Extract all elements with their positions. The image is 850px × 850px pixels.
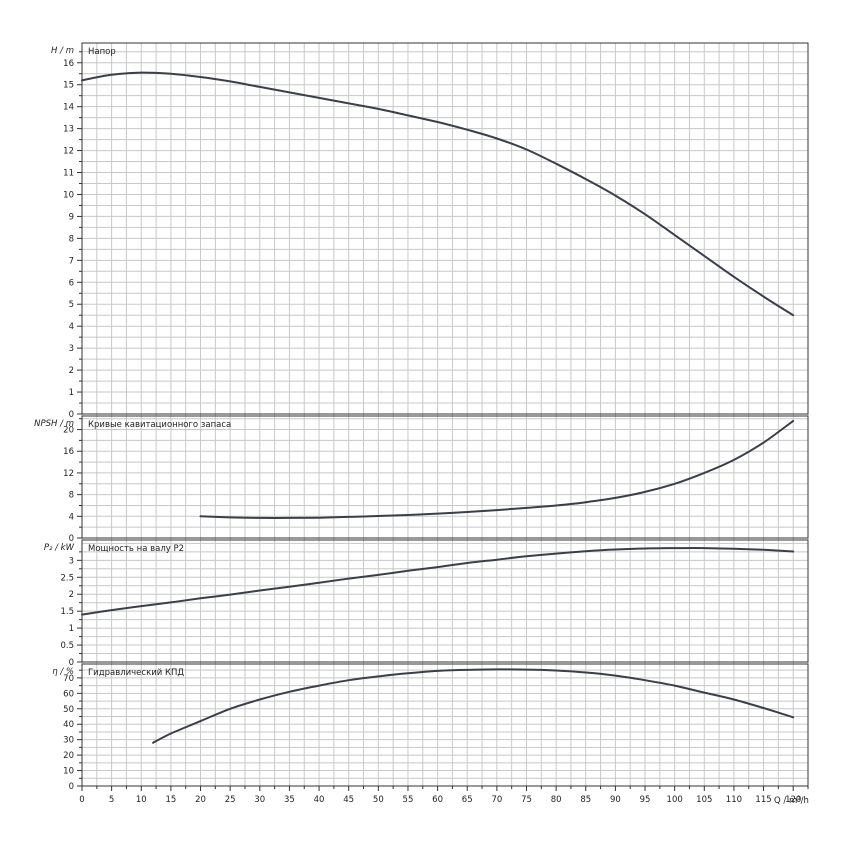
x-tick-label: 115 <box>755 795 771 805</box>
curve-power <box>81 547 795 616</box>
y-tick-label-head: 15 <box>63 81 74 91</box>
y-tick-label-efficiency: 20 <box>63 751 74 761</box>
x-tick-label: 90 <box>610 795 621 805</box>
curve-head <box>81 71 795 317</box>
curve-efficiency <box>152 668 795 744</box>
x-tick-label: 30 <box>254 795 265 805</box>
y-tick-label-head: 6 <box>69 278 74 288</box>
curves <box>81 71 795 744</box>
panel-title-efficiency: Гидравлический КПД <box>88 668 184 678</box>
y-tick-label-head: 2 <box>69 366 74 376</box>
y-tick-label-power: 0.5 <box>60 641 74 651</box>
x-tick-label: 5 <box>109 795 114 805</box>
x-tick-label: 0 <box>79 795 84 805</box>
x-tick-label: 105 <box>696 795 712 805</box>
y-tick-label-head: 4 <box>69 322 74 332</box>
x-tick-label: 50 <box>373 795 384 805</box>
x-axis-label: Q / m³/h <box>774 796 809 806</box>
y-tick-label-npsh: 8 <box>69 491 74 501</box>
panel-title-head: Напор <box>88 47 116 57</box>
y-tick-label-head: 12 <box>63 147 74 157</box>
x-tick-label: 10 <box>136 795 147 805</box>
y-tick-label-npsh: 16 <box>63 447 74 457</box>
x-tick-label: 25 <box>225 795 236 805</box>
x-tick-label: 20 <box>195 795 206 805</box>
y-tick-label-head: 5 <box>69 300 74 310</box>
y-tick-label-npsh: 12 <box>63 469 74 479</box>
y-tick-label-head: 11 <box>63 169 74 179</box>
y-tick-label-efficiency: 60 <box>63 689 74 699</box>
chart-frame <box>77 42 809 791</box>
panel-title-npsh: Кривые кавитационного запаса <box>88 420 231 430</box>
x-tick-label: 55 <box>403 795 414 805</box>
y-tick-label-efficiency: 50 <box>63 705 74 715</box>
y-tick-label-npsh: 4 <box>69 512 74 522</box>
panel-frame-efficiency <box>81 663 809 787</box>
y-tick-label-power: 1 <box>69 624 74 634</box>
y-tick-label-power: 0 <box>69 658 74 668</box>
y-tick-label-efficiency: 70 <box>63 674 74 684</box>
x-tick-label: 120 <box>785 795 801 805</box>
x-tick-label: 75 <box>521 795 532 805</box>
panel-frame-npsh <box>81 415 809 539</box>
y-tick-label-head: 7 <box>69 256 74 266</box>
y-axis-label-power: P₂ / kW <box>44 543 75 553</box>
y-tick-label-head: 3 <box>69 344 74 354</box>
y-tick-label-head: 14 <box>63 103 74 113</box>
y-tick-label-npsh: 20 <box>63 426 74 436</box>
panel-frame-power <box>81 539 809 663</box>
y-axis-label-efficiency: η / % <box>52 667 74 677</box>
y-tick-label-efficiency: 0 <box>69 782 74 792</box>
y-tick-label-efficiency: 10 <box>63 767 74 777</box>
y-tick-label-efficiency: 30 <box>63 736 74 746</box>
x-tick-label: 70 <box>491 795 502 805</box>
y-tick-label-head: 10 <box>63 190 74 200</box>
x-tick-label: 100 <box>667 795 683 805</box>
y-tick-label-head: 9 <box>69 212 74 222</box>
x-tick-label: 85 <box>580 795 591 805</box>
y-tick-label-power: 2.5 <box>60 573 74 583</box>
x-tick-label: 65 <box>462 795 473 805</box>
x-tick-label: 95 <box>640 795 651 805</box>
y-tick-label-head: 8 <box>69 234 74 244</box>
y-tick-label-power: 1.5 <box>60 607 74 617</box>
y-tick-label-npsh: 0 <box>69 534 74 544</box>
x-tick-label: 15 <box>165 795 176 805</box>
y-tick-label-head: 1 <box>69 388 74 398</box>
panel-title-power: Мощность на валу P2 <box>88 544 184 554</box>
x-tick-label: 45 <box>343 795 354 805</box>
panel-frame-head <box>81 42 809 415</box>
x-tick-label: 110 <box>726 795 742 805</box>
x-tick-label: 60 <box>432 795 443 805</box>
x-tick-label: 80 <box>551 795 562 805</box>
y-tick-label-head: 0 <box>69 410 74 420</box>
y-tick-label-head: 13 <box>63 125 74 135</box>
y-axis-label-head: H / m <box>51 46 74 56</box>
x-tick-label: 40 <box>314 795 325 805</box>
x-tick-label: 35 <box>284 795 295 805</box>
y-tick-label-power: 2 <box>69 590 74 600</box>
y-axis-label-npsh: NPSH / m <box>34 419 74 429</box>
y-tick-label-efficiency: 40 <box>63 720 74 730</box>
curve-npsh <box>199 419 795 519</box>
y-tick-label-head: 16 <box>63 59 74 69</box>
y-tick-label-power: 3 <box>69 556 74 566</box>
